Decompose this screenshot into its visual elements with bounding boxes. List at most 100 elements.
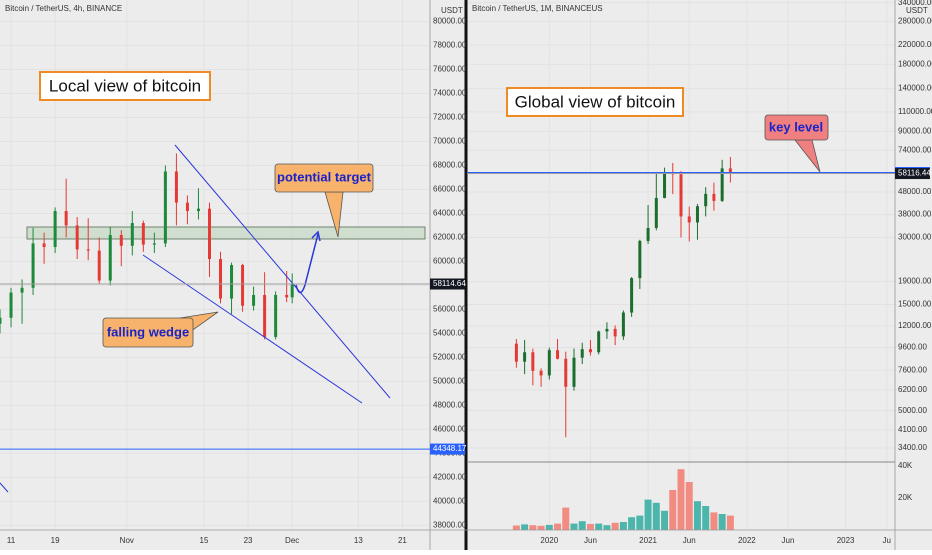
candle-body [252,294,256,306]
marks-layer [0,153,734,530]
candle-body [42,243,46,248]
candle-body [514,343,518,362]
y-tick-label: 48000.00 [898,187,932,196]
volume-bar [570,523,578,530]
x-tick-label: Ju [883,536,891,545]
y-tick-label: 12000.00 [898,321,932,330]
annotation: key level [769,119,823,134]
x-tick-label: Dec [285,536,299,545]
volume-bar [619,522,627,530]
x-tick-label: 19 [51,536,60,545]
x-tick-label: Jun [782,536,795,545]
price-label-box [430,278,465,290]
candle-body [174,171,178,203]
candle-body [20,287,24,293]
axis-unit: USDT [906,6,928,15]
y-tick-label: 5000.00 [898,406,927,415]
x-tick-label: 11 [7,536,16,545]
y-tick-label: 38000.00 [898,210,932,219]
arrow-head [311,230,321,242]
volume-bar [545,524,553,530]
candle-body [679,174,683,217]
y-tick-label: 280000.00 [898,17,932,26]
y-tick-label: 30000.00 [898,233,932,242]
y-tick-label: 48000.00 [433,400,467,409]
annotation-box [764,114,829,141]
y-tick-label: 74000.00 [433,89,467,98]
volume-bar [661,510,669,530]
chart-title: Bitcoin / TetherUS, 4h, BINANCE [5,4,122,13]
y-tick-label: 54000.00 [433,328,467,337]
y-tick-label: 80000.00 [433,17,467,26]
volume-bar [726,515,734,530]
candle-body [97,250,101,281]
x-tick-label: 2020 [540,536,558,545]
candle-body [119,235,123,246]
candle-body [207,208,211,260]
chart-title: Bitcoin / TetherUS, 1M, BINANCEUS [472,4,603,13]
y-tick-label: 4100.00 [898,425,927,434]
y-tick-label: 70000.00 [433,137,467,146]
x-tick-label: 2023 [837,536,855,545]
candle-body [572,357,576,387]
candle-body [285,294,289,298]
y-tick-label: 40000.00 [433,496,467,505]
y-tick-label: 110000.00 [898,107,932,116]
candle-body [86,249,90,251]
volume-bar [669,490,677,530]
annotation: Local view of bitcoin [49,76,201,95]
candle-body [712,193,716,201]
y-tick-label: 50000.00 [433,376,467,385]
volume-tick-label: 40K [898,461,913,470]
volume-bar [562,507,570,530]
x-tick-label: Jun [683,536,696,545]
candle-body [580,349,584,358]
volume-bar [636,515,644,530]
y-tick-label: 180000.00 [898,59,932,68]
candle-body [638,240,642,279]
volume-bar [718,514,726,530]
candle-body [531,352,535,371]
candle-body [588,349,592,353]
x-tick-label: 23 [244,536,253,545]
annotation: potential target [277,169,372,184]
y-tick-label: 76000.00 [433,65,467,74]
candle-body [230,265,234,299]
price-label: 44348.17 [433,444,467,453]
annotation: Global view of bitcoin [515,92,676,111]
y-tick-label: 42000.00 [433,472,467,481]
y-tick-label: 220000.00 [898,40,932,49]
candle-body [0,317,2,324]
candle-body [523,352,527,362]
price-label-box [895,168,930,180]
y-tick-label: 64000.00 [433,209,467,218]
y-tick-label: 9600.00 [898,343,927,352]
axis-unit: USDT [441,6,463,15]
y-tick-label: 68000.00 [433,161,467,170]
volume-bar [537,525,545,530]
annotation-box [39,71,211,101]
candle-body [31,243,35,288]
candle-body [704,193,708,207]
x-tick-label: 2021 [639,536,657,545]
x-tick-label: Nov [120,536,134,545]
volume-bar [644,499,652,530]
volume-bar [652,502,660,530]
volume-bar [710,512,718,530]
y-tick-label: 19000.00 [898,277,932,286]
x-tick-label: Jun [584,536,597,545]
x-tick-label: 2022 [738,536,756,545]
y-tick-label: 90000.00 [898,126,932,135]
x-tick-label: 13 [354,536,363,545]
trend-line [0,482,9,493]
volume-bar [702,506,710,530]
annotation: falling wedge [107,324,189,339]
volume-bar [529,525,537,530]
candle-body [274,294,278,337]
y-tick-label: 52000.00 [433,352,467,361]
volume-bar [603,525,611,530]
volume-bar [521,524,529,530]
price-label: 58116.44 [898,169,931,178]
candle-body [290,284,294,298]
